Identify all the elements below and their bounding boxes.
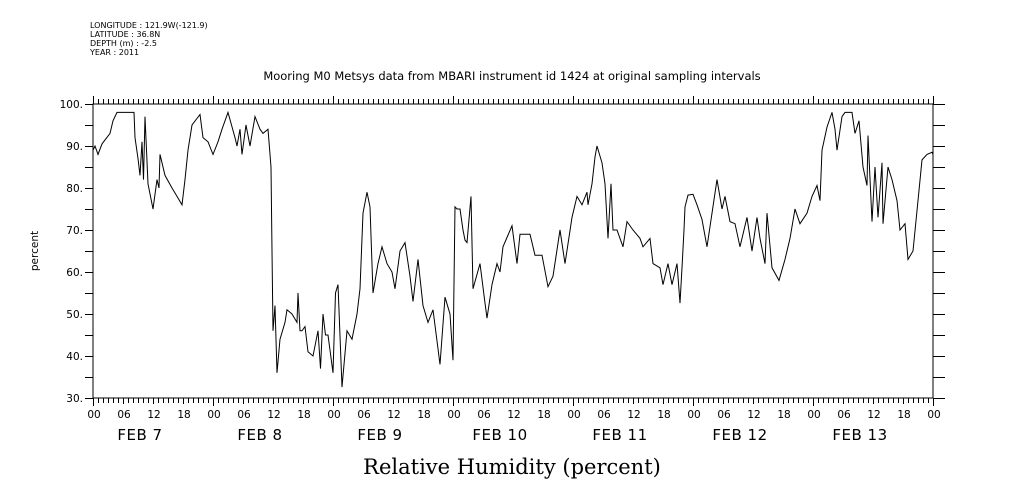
plot-frame xyxy=(92,103,934,399)
x-tick-label: 00 xyxy=(447,409,460,421)
x-tick-label: 00 xyxy=(207,409,220,421)
x-tick-label: 00 xyxy=(567,409,580,421)
day-label: FEB 9 xyxy=(357,426,402,444)
y-tick-label: 40. xyxy=(66,351,83,363)
x-tick-label: 06 xyxy=(837,409,851,421)
y-tick-label: 60. xyxy=(66,267,83,279)
depth-label: DEPTH (m) : -2.5 xyxy=(90,39,157,48)
y-tick-label: 90. xyxy=(66,141,83,153)
series-line-relative-humidity xyxy=(92,110,934,388)
x-tick-label: 12 xyxy=(147,409,160,421)
x-tick-label: 06 xyxy=(237,409,251,421)
x-tick-label: 00 xyxy=(927,409,940,421)
x-tick-label: 00 xyxy=(807,409,820,421)
x-tick-label: 00 xyxy=(327,409,340,421)
x-tick-label: 00 xyxy=(87,409,100,421)
day-label: FEB 13 xyxy=(832,426,887,444)
y-tick-label: 50. xyxy=(66,309,83,321)
y-tick-label: 80. xyxy=(66,183,83,195)
longitude-label: LONGITUDE : 121.9W(-121.9) xyxy=(90,21,208,30)
x-axis-label: Relative Humidity (percent) xyxy=(363,455,661,479)
x-tick-label: 12 xyxy=(627,409,640,421)
x-tick-label: 18 xyxy=(297,409,310,421)
x-tick-label: 06 xyxy=(597,409,611,421)
x-tick-label: 12 xyxy=(387,409,400,421)
y-tick-label: 70. xyxy=(66,225,83,237)
x-tick-label: 18 xyxy=(537,409,550,421)
x-tick-label: 12 xyxy=(747,409,760,421)
x-tick-label: 18 xyxy=(897,409,910,421)
x-tick-label: 12 xyxy=(507,409,520,421)
x-tick-label: 18 xyxy=(177,409,190,421)
latitude-label: LATITUDE : 36.8N xyxy=(90,30,161,39)
y-axis-label: percent xyxy=(29,231,41,271)
x-tick-label: 18 xyxy=(657,409,670,421)
x-tick-label: 00 xyxy=(687,409,700,421)
x-tick-label: 06 xyxy=(477,409,491,421)
x-tick-label: 12 xyxy=(867,409,880,421)
day-label: FEB 7 xyxy=(117,426,162,444)
day-label: FEB 11 xyxy=(592,426,647,444)
x-tick-label: 18 xyxy=(417,409,430,421)
x-tick-label: 06 xyxy=(357,409,371,421)
day-label: FEB 10 xyxy=(472,426,527,444)
x-tick-label: 12 xyxy=(267,409,280,421)
x-tick-label: 06 xyxy=(717,409,731,421)
day-label: FEB 8 xyxy=(237,426,282,444)
day-label: FEB 12 xyxy=(712,426,767,444)
y-tick-label: 100. xyxy=(60,99,83,111)
chart-title: Mooring M0 Metsys data from MBARI instru… xyxy=(263,69,760,83)
year-label: YEAR : 2011 xyxy=(90,48,140,57)
x-tick-label: 06 xyxy=(117,409,131,421)
x-tick-label: 18 xyxy=(777,409,790,421)
y-tick-label: 30. xyxy=(66,393,83,405)
